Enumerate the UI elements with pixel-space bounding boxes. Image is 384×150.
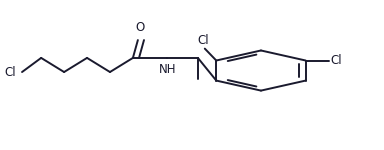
Text: O: O	[136, 21, 145, 34]
Text: Cl: Cl	[197, 34, 209, 47]
Text: Cl: Cl	[331, 54, 342, 67]
Text: NH: NH	[159, 63, 176, 76]
Text: Cl: Cl	[4, 66, 15, 79]
